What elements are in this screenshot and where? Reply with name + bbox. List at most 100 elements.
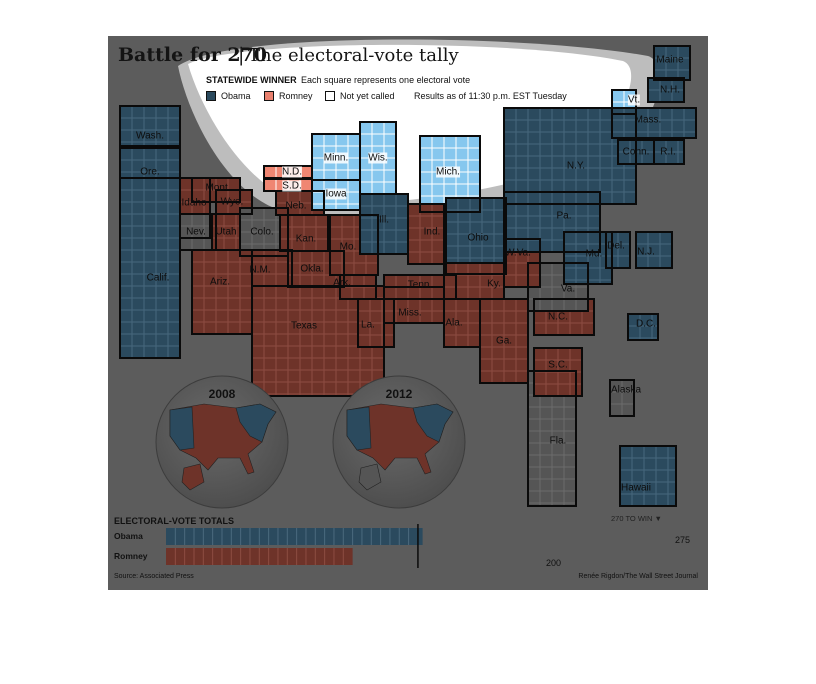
state-hawaii-border — [619, 445, 677, 507]
state-mont-label: Mont. — [205, 182, 231, 194]
state-n-h-label: N.H. — [660, 84, 680, 96]
state-colo-border — [239, 207, 289, 257]
state-fla-border — [527, 370, 577, 507]
state-hawaii-label: Hawaii — [620, 482, 652, 494]
state-la-label: La. — [361, 319, 375, 331]
state-ga-label: Ga. — [495, 335, 513, 347]
state-alaska-label: Alaska — [610, 384, 642, 396]
state-vt-label: Vt. — [627, 94, 641, 106]
state-okla-label: Okla. — [300, 263, 324, 275]
state-ky-tile — [444, 263, 504, 299]
state-n-y-label: N.Y. — [566, 160, 586, 172]
results-timestamp: Results as of 11:30 p.m. EST Tuesday — [414, 91, 567, 101]
state-mich-border — [419, 135, 481, 213]
legend-label: Not yet called — [340, 91, 395, 101]
state-mass-label: Mass. — [634, 114, 662, 126]
state-ohio-label: Ohio — [467, 232, 489, 244]
state-del-label: Del. — [607, 240, 625, 252]
state-calif-tile — [120, 178, 180, 358]
state-maine-label: Maine — [656, 54, 684, 66]
state-n-j-border — [635, 231, 673, 269]
legend-item-romney: Romney — [264, 91, 313, 101]
state-w-va-label: W.Va. — [505, 247, 531, 259]
chart-title: Battle for 270 — [118, 44, 267, 66]
state-s-d-label: S.D. — [282, 180, 302, 192]
credit-note: Renée Rigdon/The Wall Street Journal — [578, 573, 698, 580]
state-ind-border — [407, 203, 445, 265]
us-map-east-region — [412, 403, 454, 443]
state-n-d-label: N.D. — [282, 166, 302, 178]
state-calif-border — [119, 177, 181, 359]
state-n-j-label: N.J. — [637, 246, 655, 258]
state-mich-label: Mich. — [436, 166, 460, 178]
state-md-border — [563, 231, 613, 285]
state-ind-tile — [408, 204, 444, 264]
state-n-c-border — [533, 298, 595, 336]
us-map-west-region — [346, 406, 372, 451]
state-ark-label: Ark. — [333, 277, 351, 289]
state-maine-border — [653, 45, 691, 81]
state-ariz-label: Ariz. — [210, 276, 230, 288]
alaska-shape — [181, 463, 205, 491]
state-nev-label: Nev. — [186, 226, 206, 238]
state-s-c-label: S.C. — [548, 359, 568, 371]
state-pa-label: Pa. — [556, 210, 572, 222]
state-d-c-border — [627, 313, 659, 341]
state-ga-border — [479, 298, 529, 384]
state-minn-label: Minn. — [323, 152, 349, 164]
romney-bar-label: Romney — [114, 551, 148, 561]
state-n-m-label: N.M. — [249, 264, 271, 276]
state-kan-label: Kan. — [295, 233, 317, 245]
obama-total-value: 275 — [675, 535, 691, 545]
romney-total-value: 200 — [546, 558, 562, 568]
legend-note: Each square represents one electoral vot… — [301, 75, 471, 85]
state-n-j-tile — [636, 232, 672, 268]
state-w-va-border — [503, 238, 541, 288]
state-ind-label: Ind. — [423, 226, 441, 238]
state-fla-label: Fla. — [549, 435, 567, 447]
state-n-c-label: N.C. — [548, 311, 568, 323]
state-colo-label: Colo. — [250, 226, 274, 238]
state-ariz-tile — [192, 250, 252, 334]
alaska-shape — [358, 463, 382, 491]
state-iowa-label: Iowa — [325, 188, 347, 200]
state-ill-label: Ill. — [379, 214, 389, 226]
state-va-label: Va. — [560, 283, 576, 295]
obama-swatch — [206, 91, 216, 101]
state-r-i-border — [653, 139, 685, 165]
us-map-east-region — [235, 403, 277, 443]
legend-item-obama: Obama — [206, 91, 251, 101]
state-hawaii-tile — [620, 446, 676, 506]
state-wash-tile — [120, 106, 180, 146]
state-n-h-border — [647, 77, 685, 103]
state-wyo-label: Wyo. — [220, 196, 244, 208]
state-wash-label: Wash. — [136, 130, 164, 142]
title-separator: | — [238, 44, 245, 66]
romney-swatch — [264, 91, 274, 101]
chart-subtitle: The electoral-vote tally — [248, 45, 459, 66]
state-ohio-border — [445, 197, 507, 275]
state-neb-label: Neb. — [285, 200, 307, 212]
state-pa-border — [503, 191, 601, 253]
state-r-i-label: R.I. — [660, 146, 676, 158]
state-tenn-border — [383, 274, 457, 300]
state-ky-label: Ky. — [487, 278, 501, 290]
state-wash-border — [119, 105, 181, 147]
state-d-c-label: D.C. — [636, 318, 656, 330]
state-ohio-tile — [446, 198, 506, 274]
state-ore-tile — [120, 148, 180, 178]
us-map-west-region — [169, 406, 195, 451]
electoral-map-figure: Battle for 270 | The electoral-vote tall… — [108, 36, 708, 590]
state-maine-tile — [654, 46, 690, 80]
state-md-label: Md. — [585, 248, 603, 260]
legend-item-uncalled: Not yet called — [325, 91, 395, 101]
state-miss-label: Miss. — [398, 307, 422, 319]
globe-year-2008: 2008 — [208, 387, 236, 401]
uncalled-swatch — [325, 91, 335, 101]
state-mo-label: Mo. — [339, 241, 357, 253]
state-idaho-label: Idaho — [181, 197, 207, 209]
legend-label: Romney — [279, 91, 313, 101]
state-ore-label: Ore. — [140, 166, 160, 178]
state-conn-label: Conn. — [622, 146, 650, 158]
globe-year-2012: 2012 — [385, 387, 413, 401]
